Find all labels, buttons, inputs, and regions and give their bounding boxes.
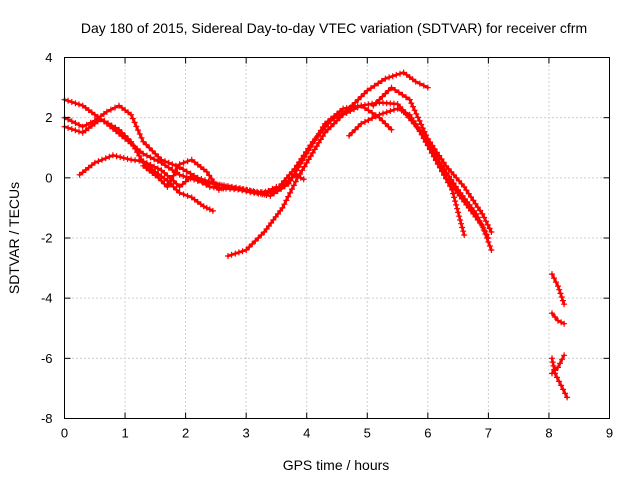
series-markers	[549, 352, 568, 377]
series-track-13	[549, 352, 568, 377]
tick-layer: 0 1 2 3 4 5 6 7 8 9 -8 -6 -4 -2 0 2 4	[41, 50, 613, 441]
x-tick-label: 8	[545, 426, 552, 441]
y-axis-label: SDTVAR / TECUs	[6, 182, 22, 294]
series-markers	[370, 84, 495, 235]
series-markers	[549, 271, 568, 308]
series-track-10	[549, 271, 568, 308]
y-tick-label: -4	[41, 291, 53, 306]
x-tick-label: 5	[364, 426, 371, 441]
series-markers	[549, 310, 568, 327]
y-tick-label: 2	[45, 110, 52, 125]
x-tick-label: 2	[182, 426, 189, 441]
series-line	[63, 98, 466, 237]
y-tick-label: -8	[41, 411, 53, 426]
x-tick-label: 7	[485, 426, 492, 441]
series-markers	[400, 108, 492, 241]
series-line	[226, 104, 393, 258]
series-layer	[61, 69, 571, 401]
y-tick-label: 4	[45, 50, 52, 65]
series-track-9	[400, 108, 492, 241]
x-tick-label: 4	[303, 426, 310, 441]
y-tick-label: -6	[41, 351, 53, 366]
series-track-5	[140, 156, 280, 196]
x-axis-label: GPS time / hours	[283, 457, 390, 473]
series-markers	[140, 156, 280, 196]
x-tick-label: 0	[61, 426, 68, 441]
x-tick-label: 6	[424, 426, 431, 441]
series-track-6	[225, 102, 395, 259]
x-tick-label: 9	[606, 426, 613, 441]
series-track-11	[549, 310, 568, 327]
y-tick-label: -2	[41, 231, 53, 246]
chart-title: Day 180 of 2015, Sidereal Day-to-day VTE…	[81, 20, 587, 36]
y-tick-label: 0	[45, 170, 52, 185]
series-markers	[225, 102, 395, 259]
x-tick-label: 3	[243, 426, 250, 441]
x-tick-label: 1	[121, 426, 128, 441]
